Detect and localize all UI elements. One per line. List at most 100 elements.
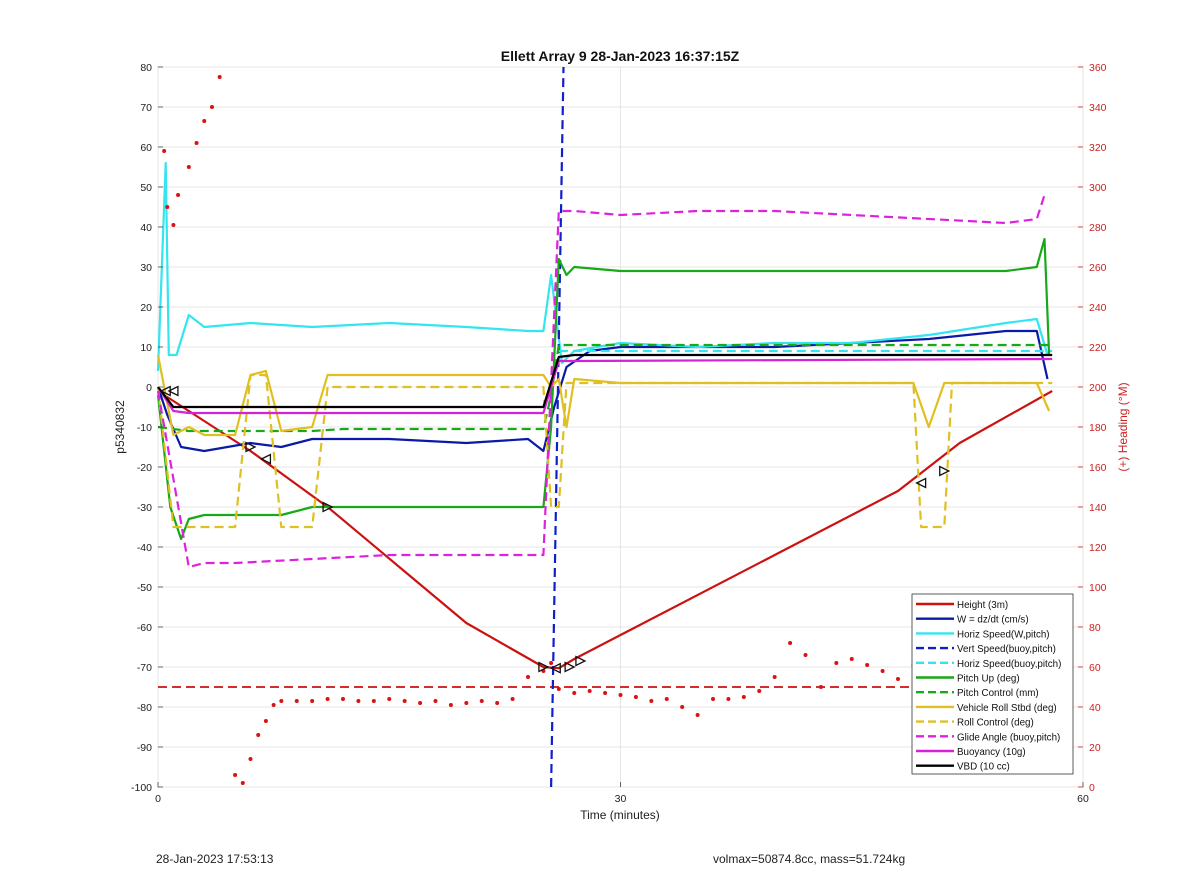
direction-marker <box>549 662 561 674</box>
heading-point <box>162 149 167 153</box>
y-tick-label-right: 160 <box>1089 462 1107 474</box>
legend-label: Vert Speed(buoy,pitch) <box>957 644 1056 655</box>
x-axis-label: Time (minutes) <box>580 808 660 822</box>
heading-point <box>387 697 392 701</box>
heading-point <box>865 663 870 667</box>
direction-marker <box>259 453 272 465</box>
direction-marker <box>939 465 951 477</box>
heading-point <box>256 733 261 737</box>
y-tick-label-left: -100 <box>131 782 152 794</box>
y-tick-label-left: -90 <box>137 742 152 754</box>
legend-label: Pitch Control (mm) <box>957 688 1039 699</box>
heading-point <box>325 697 330 701</box>
heading-point <box>526 675 530 679</box>
y-tick-label-right: 340 <box>1089 102 1107 114</box>
heading-point <box>510 697 515 701</box>
legend-label: Vehicle Roll Stbd (deg) <box>957 703 1057 714</box>
heading-point <box>202 119 207 123</box>
heading-point <box>279 699 284 703</box>
y-tick-label-left: -40 <box>137 542 152 554</box>
y-tick-label-right: 260 <box>1089 262 1107 274</box>
direction-marker <box>564 661 576 673</box>
heading-point <box>649 699 654 703</box>
axes-layer: 80706050403020100-10-20-30-40-50-60-70-8… <box>131 62 1107 805</box>
y-tick-label-left: 80 <box>140 62 152 74</box>
legend: Height (3m) W = dz/dt (cm/s) Horiz Speed(W… <box>911 593 1074 775</box>
y-tick-label-right: 80 <box>1089 622 1101 634</box>
series-line-0 <box>157 390 1053 670</box>
y-tick-label-left: 40 <box>140 222 152 234</box>
footer-info: volmax=50874.8cc, mass=51.724kg <box>713 852 906 866</box>
heading-point <box>603 691 608 695</box>
y-tick-label-right: 100 <box>1089 582 1107 594</box>
legend-box <box>911 593 1074 775</box>
heading-point <box>356 699 361 703</box>
legend-label: Height (3m) <box>957 600 1008 611</box>
y-tick-label-right: 40 <box>1089 702 1101 714</box>
legend-label: Glide Angle (buoy,pitch) <box>957 732 1060 743</box>
heading-point <box>849 657 854 661</box>
y-tick-label-left: 20 <box>140 302 152 314</box>
heading-point <box>695 713 700 717</box>
heading-point <box>711 697 715 701</box>
x-tick-label: 0 <box>155 793 161 805</box>
y-tick-label-left: -80 <box>137 702 152 714</box>
heading-point <box>664 697 669 701</box>
heading-point <box>433 699 438 703</box>
y-tick-label-left: -50 <box>137 582 152 594</box>
heading-point <box>448 703 453 707</box>
legend-label: Horiz Speed(W,pitch) <box>957 629 1050 640</box>
heading-point <box>495 701 500 705</box>
heading-point <box>587 689 592 693</box>
heading-point <box>788 641 793 645</box>
y-tick-label-right: 200 <box>1089 382 1107 394</box>
heading-point <box>464 701 469 705</box>
heading-point <box>556 687 561 691</box>
y-tick-label-left: -30 <box>137 502 152 514</box>
y-tick-label-right: 240 <box>1089 302 1107 314</box>
heading-point <box>896 677 900 681</box>
y-tick-label-right: 120 <box>1089 542 1107 554</box>
direction-marker <box>915 477 927 489</box>
y-tick-label-left: -20 <box>137 462 152 474</box>
heading-point <box>772 675 777 679</box>
y-tick-label-left: 70 <box>140 102 152 114</box>
y-tick-label-right: 280 <box>1089 222 1107 234</box>
y-tick-label-right: 0 <box>1089 782 1095 794</box>
legend-label: Roll Control (deg) <box>957 718 1034 729</box>
y-tick-label-right: 60 <box>1089 662 1101 674</box>
heading-point <box>233 773 238 777</box>
y-axis-label-left: p5340832 <box>113 400 127 454</box>
footer-timestamp: 28-Jan-2023 17:53:13 <box>156 852 274 866</box>
y-tick-label-left: 30 <box>140 262 152 274</box>
series-line-2 <box>156 161 1049 372</box>
heading-point <box>726 697 731 701</box>
series-line-9 <box>156 194 1046 569</box>
y-tick-label-left: 10 <box>140 342 152 354</box>
heading-point <box>165 205 170 209</box>
legend-label: VBD (10 cc) <box>957 762 1010 773</box>
series-line-5 <box>156 237 1051 541</box>
legend-items: Height (3m) W = dz/dt (cm/s) Horiz Speed(W… <box>916 600 1061 773</box>
y-tick-label-left: -60 <box>137 622 152 634</box>
heading-point <box>294 699 299 703</box>
heading-point <box>479 699 484 703</box>
y-tick-label-right: 220 <box>1089 342 1107 354</box>
y-tick-label-left: -70 <box>137 662 152 674</box>
heading-point <box>217 75 222 79</box>
y-tick-label-left: -10 <box>137 422 152 434</box>
heading-point <box>263 719 268 723</box>
heading-point <box>803 653 808 657</box>
y-tick-label-left: 0 <box>146 382 152 394</box>
chart-title: Ellett Array 9 28-Jan-2023 16:37:15Z <box>501 48 740 64</box>
direction-marker <box>245 441 257 453</box>
heading-point <box>549 661 554 665</box>
heading-point <box>618 693 623 697</box>
series-line-10 <box>157 357 1053 415</box>
heading-point <box>371 699 376 703</box>
y-tick-label-left: 50 <box>140 182 152 194</box>
heading-point <box>834 661 839 665</box>
heading-point <box>633 695 638 699</box>
x-tick-label: 30 <box>615 793 627 805</box>
